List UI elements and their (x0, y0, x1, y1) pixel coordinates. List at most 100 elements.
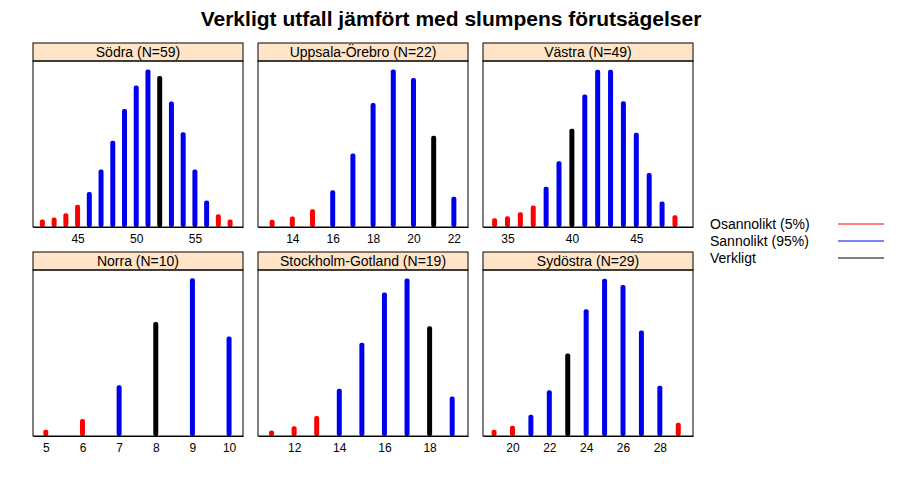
chart: Verkligt utfall jämfört med slumpens för… (0, 0, 900, 485)
panel-title: Västra (N=49) (544, 44, 632, 60)
tick-label: 28 (654, 441, 668, 455)
bar (227, 336, 232, 436)
tick-label: 18 (423, 441, 437, 455)
panel-title: Norra (N=10) (97, 253, 179, 269)
bar (192, 170, 197, 227)
tick-label: 16 (327, 232, 341, 246)
tick-label: 40 (566, 232, 580, 246)
bar (639, 331, 644, 436)
axis-line (34, 227, 244, 228)
tick-label: 45 (71, 232, 85, 246)
panel-title: Uppsala-Örebro (N=22) (290, 43, 437, 60)
panel-title: Stockholm-Gotland (N=19) (280, 253, 446, 269)
tick: 45 (71, 227, 85, 246)
bar (122, 109, 127, 227)
axis-line (484, 436, 694, 437)
bar (270, 220, 275, 227)
bar (391, 70, 396, 227)
x-axis: 20 22 24 26 28 (484, 436, 694, 455)
bar (134, 85, 139, 227)
bar (676, 423, 681, 436)
bar (228, 220, 233, 227)
tick: 26 (617, 436, 631, 455)
tick-label: 24 (580, 441, 594, 455)
bar (382, 292, 387, 436)
bar (544, 187, 549, 227)
bar (595, 70, 600, 227)
strip (258, 43, 468, 61)
tick: 18 (367, 227, 381, 246)
bars (492, 70, 677, 227)
bar (634, 133, 639, 227)
x-axis: 354045 (484, 227, 694, 246)
bar (204, 200, 209, 227)
bar (411, 78, 416, 227)
bar (75, 205, 80, 227)
tick: 14 (286, 227, 300, 246)
tick: 8 (153, 436, 160, 455)
bar (621, 101, 626, 227)
tick-label: 14 (333, 441, 347, 455)
panel: Sydöstra (N=29)2022242628 (483, 252, 694, 455)
bar (451, 197, 456, 227)
legend-swatch (838, 257, 884, 258)
bar (371, 103, 376, 227)
legend-swatch (838, 223, 884, 224)
bar (350, 154, 355, 227)
tick: 18 (423, 436, 437, 455)
bar (547, 390, 552, 436)
bar (427, 326, 432, 436)
x-axis: 14 16 18 20 22 (259, 227, 469, 246)
tick: 16 (378, 436, 392, 455)
bar (52, 217, 57, 227)
bar (87, 192, 92, 227)
bar (569, 129, 574, 227)
bars (40, 70, 233, 227)
strip (33, 43, 243, 61)
plot-frame (258, 61, 468, 227)
plot-frame (33, 270, 243, 436)
panel: Uppsala-Örebro (N=22) 14 16 18 20 22 (258, 43, 469, 246)
tick-label: 6 (80, 441, 87, 455)
bar (647, 173, 652, 227)
bars (270, 70, 457, 227)
bars (269, 278, 455, 436)
bar (330, 190, 335, 227)
tick-label: 20 (407, 232, 421, 246)
bar (99, 170, 104, 227)
x-axis: 5678910 (34, 436, 244, 455)
bars (43, 278, 231, 436)
plot-frame (483, 61, 693, 227)
bar (565, 353, 570, 436)
panel: Södra (N=59)455055 (33, 43, 244, 246)
tick-label: 9 (190, 441, 197, 455)
bar (531, 205, 536, 227)
bar (43, 430, 48, 436)
legend-label: Verkligt (710, 250, 756, 266)
tick: 16 (327, 227, 341, 246)
title: Verkligt utfall jämfört med slumpens för… (201, 7, 702, 30)
bar (110, 141, 115, 227)
tick: 35 (501, 227, 515, 246)
bar (269, 431, 274, 436)
strip (483, 252, 693, 270)
tick: 28 (654, 436, 668, 455)
bar (672, 215, 677, 227)
strip (483, 43, 693, 61)
tick-label: 20 (506, 441, 520, 455)
tick: 22 (448, 227, 462, 246)
bar (528, 415, 533, 436)
tick-label: 22 (543, 441, 557, 455)
tick-label: 50 (130, 232, 144, 246)
tick: 10 (223, 436, 237, 455)
tick: 50 (130, 227, 144, 246)
bar (492, 218, 497, 227)
bar (584, 309, 589, 436)
panel: Norra (N=10)5678910 (33, 252, 244, 455)
legend: Osannolikt (5%)Sannolikt (95%)Verkligt (710, 216, 884, 266)
tick: 55 (189, 227, 203, 246)
bar (657, 386, 662, 436)
x-axis: 12 14 16 18 (259, 436, 469, 455)
tick: 12 (288, 436, 302, 455)
bar (292, 426, 297, 436)
